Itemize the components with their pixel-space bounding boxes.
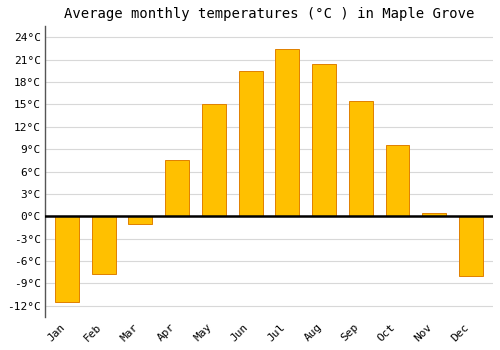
Bar bbox=[386, 146, 409, 216]
Title: Average monthly temperatures (°C ) in Maple Grove: Average monthly temperatures (°C ) in Ma… bbox=[64, 7, 474, 21]
Bar bbox=[128, 216, 152, 224]
Bar bbox=[238, 71, 262, 216]
Bar bbox=[459, 216, 483, 276]
Bar bbox=[202, 105, 226, 216]
Bar bbox=[312, 63, 336, 216]
Bar bbox=[165, 160, 189, 216]
Bar bbox=[276, 49, 299, 216]
Bar bbox=[422, 212, 446, 216]
Bar bbox=[55, 216, 79, 302]
Bar bbox=[349, 101, 372, 216]
Bar bbox=[92, 216, 116, 274]
